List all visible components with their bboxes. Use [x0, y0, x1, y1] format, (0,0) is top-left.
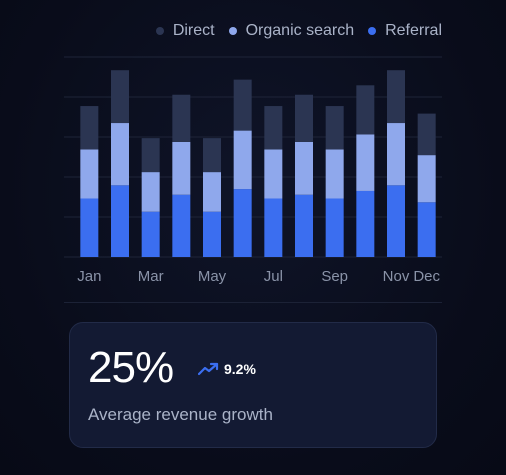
bar-referral-jun [233, 189, 252, 257]
legend-label-direct: Direct [172, 22, 215, 39]
kpi-label: Average revenue growth [88, 405, 273, 424]
bar-referral-nov [387, 185, 405, 257]
legend-label-organic-search: Organic search [245, 22, 355, 39]
bar-direct-may [203, 138, 221, 173]
bar-direct-sep [325, 106, 344, 150]
kpi-delta-value: 9.2% [224, 361, 256, 377]
bar-direct-jul [264, 106, 283, 150]
bar-direct-nov [387, 70, 405, 124]
x-tick-label-jan: Jan [77, 268, 101, 285]
bar-organic-search-jan [80, 149, 99, 199]
chart-legend: Direct Organic search Referral [155, 22, 442, 40]
bar-organic-search-nov [387, 123, 405, 186]
x-tick-label-may: May [198, 268, 227, 285]
trend-up-icon [198, 362, 219, 376]
bar-organic-search-dec [417, 155, 436, 203]
bar-organic-search-sep [325, 149, 344, 199]
bar-referral-apr [172, 194, 191, 257]
bar-organic-search-jun [233, 130, 252, 190]
bar-organic-search-oct [356, 134, 375, 191]
bar-direct-jun [233, 79, 252, 131]
chart-divider [64, 302, 442, 303]
bar-direct-feb [111, 70, 129, 124]
kpi-card: 25% 9.2% Average revenue growth [69, 322, 437, 448]
bar-organic-search-aug [295, 141, 313, 195]
bar-referral-may [203, 211, 221, 257]
bar-referral-mar [141, 211, 160, 257]
bar-organic-search-apr [172, 141, 191, 195]
bar-direct-jan [80, 106, 99, 150]
bar-organic-search-mar [141, 172, 160, 212]
bar-referral-oct [356, 190, 375, 257]
x-tick-label-mar: Mar [138, 268, 164, 285]
bar-referral-aug [295, 194, 313, 257]
bar-organic-search-feb [111, 123, 129, 186]
x-tick-label-dec: Dec [413, 268, 440, 285]
legend-dot-direct [155, 27, 164, 35]
bar-direct-oct [356, 85, 375, 135]
x-tick-label-sep: Sep [321, 268, 348, 285]
legend-dot-referral [368, 27, 377, 35]
bar-organic-search-jul [264, 149, 283, 199]
kpi-value: 25% [88, 343, 174, 392]
legend-item-organic-search: Organic search [228, 22, 355, 40]
x-tick-label-jul: Jul [264, 268, 283, 285]
legend-dot-organic-search [228, 27, 237, 35]
bar-referral-jul [264, 198, 283, 257]
legend-item-referral: Referral [368, 22, 442, 40]
bar-referral-feb [111, 185, 129, 257]
bar-referral-jan [80, 198, 99, 257]
bar-referral-sep [325, 198, 344, 257]
bar-direct-apr [172, 94, 191, 142]
bar-direct-aug [295, 94, 313, 142]
bar-organic-search-may [203, 172, 221, 212]
bar-referral-dec [417, 202, 436, 257]
x-tick-label-nov: Nov [383, 268, 410, 285]
stacked-bar-chart: Jan Mar May Jul Sep Nov Dec [64, 56, 442, 285]
bar-direct-dec [417, 113, 436, 156]
bar-direct-mar [141, 138, 160, 173]
kpi-delta: 9.2% [198, 361, 256, 377]
legend-item-direct: Direct [155, 22, 215, 40]
legend-label-referral: Referral [385, 22, 442, 39]
